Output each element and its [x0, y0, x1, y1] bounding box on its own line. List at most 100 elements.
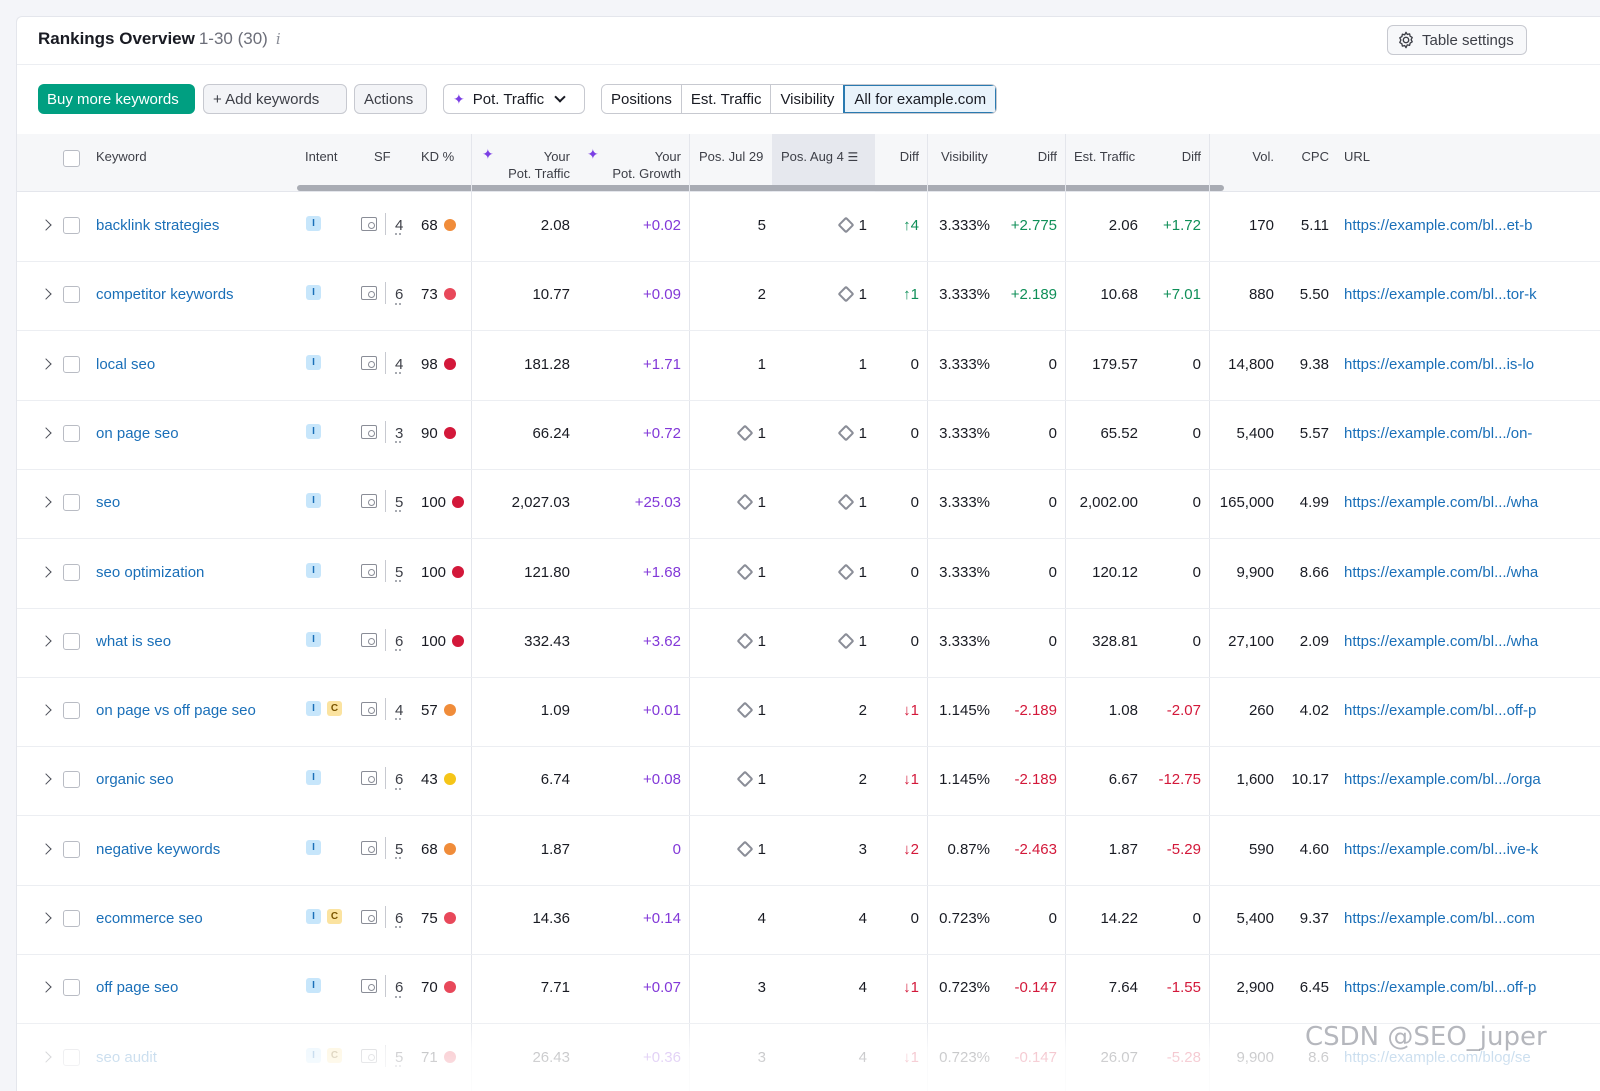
url-link[interactable]: https://example.com/bl.../wha [1344, 632, 1539, 650]
url-link[interactable]: https://example.com/bl.../on- [1344, 424, 1533, 442]
segment-all-for-domain[interactable]: All for example.com [843, 85, 997, 113]
sf-count[interactable]: 6 [395, 771, 404, 789]
serp-features-icon[interactable] [361, 1048, 377, 1063]
sf-count[interactable]: 5 [395, 494, 404, 512]
sf-count[interactable]: 5 [395, 563, 404, 581]
add-keywords-button[interactable]: + Add keywords [203, 84, 347, 114]
url-link[interactable]: https://example.com/bl...ive-k [1344, 840, 1539, 858]
keyword-link[interactable]: ecommerce seo [96, 910, 203, 927]
keyword-link[interactable]: seo audit [96, 1048, 157, 1066]
segment-visibility[interactable]: Visibility [771, 85, 845, 113]
sf-count[interactable]: 6 [395, 979, 404, 997]
serp-features-icon[interactable] [361, 632, 377, 647]
keyword-link[interactable]: local seo [96, 355, 156, 373]
url-link[interactable]: https://example.com/bl...is-lo [1344, 355, 1535, 373]
serp-features-icon[interactable] [361, 702, 377, 717]
buy-more-keywords-button[interactable]: Buy more keywords [38, 84, 195, 114]
sf-count[interactable]: 4 [395, 217, 404, 234]
col-pos-jul[interactable]: Pos. Jul 29 [699, 149, 764, 164]
row-checkbox[interactable] [63, 494, 80, 512]
col-intent[interactable]: Intent [305, 149, 338, 164]
table-settings-button[interactable]: Table settings [1387, 25, 1527, 55]
row-checkbox[interactable] [63, 632, 80, 650]
row-checkbox[interactable] [63, 979, 80, 997]
chevron-right-icon[interactable] [40, 496, 52, 508]
row-checkbox[interactable] [63, 286, 80, 304]
col-vol[interactable]: Vol. [1252, 149, 1274, 164]
col-pos-aug[interactable]: Pos. Aug 4 ☰ [781, 149, 859, 164]
url-link[interactable]: https://example.com/bl...off-p [1344, 702, 1537, 720]
row-checkbox[interactable] [63, 910, 80, 927]
chevron-right-icon[interactable] [40, 219, 52, 231]
keyword-link[interactable]: seo optimization [96, 563, 205, 581]
keyword-link[interactable]: seo [96, 494, 121, 512]
serp-features-icon[interactable] [361, 424, 377, 439]
segment-positions[interactable]: Positions [602, 85, 682, 113]
url-link[interactable]: https://example.com/bl...tor-k [1344, 286, 1537, 304]
sf-count[interactable]: 5 [395, 840, 404, 858]
serp-features-icon[interactable] [361, 494, 377, 509]
info-icon[interactable]: i [275, 30, 281, 48]
url-link[interactable]: https://example.com/bl...com [1344, 910, 1535, 927]
serp-features-icon[interactable] [361, 771, 377, 786]
serp-features-icon[interactable] [361, 910, 377, 924]
pot-traffic-dropdown[interactable]: ✦ Pot. Traffic [443, 84, 585, 114]
chevron-right-icon[interactable] [40, 1050, 52, 1063]
keyword-link[interactable]: on page seo [96, 424, 179, 442]
col-url[interactable]: URL [1344, 149, 1371, 164]
sf-count[interactable]: 6 [395, 286, 404, 304]
keyword-link[interactable]: what is seo [96, 632, 172, 650]
serp-features-icon[interactable] [361, 355, 377, 370]
url-link[interactable]: https://example.com/bl.../wha [1344, 563, 1539, 581]
row-checkbox[interactable] [63, 217, 80, 234]
keyword-link[interactable]: backlink strategies [96, 217, 220, 234]
row-checkbox[interactable] [63, 840, 80, 858]
chevron-right-icon[interactable] [40, 912, 52, 924]
url-link[interactable]: https://example.com/bl...et-b [1344, 217, 1533, 234]
serp-features-icon[interactable] [361, 840, 377, 855]
col-cpc[interactable]: CPC [1301, 149, 1329, 164]
sf-count[interactable]: 3 [395, 424, 404, 442]
chevron-right-icon[interactable] [40, 704, 52, 716]
col-visibility[interactable]: Visibility [941, 149, 988, 164]
row-checkbox[interactable] [63, 1048, 80, 1066]
segment-est-traffic[interactable]: Est. Traffic [681, 85, 772, 113]
row-checkbox[interactable] [63, 771, 80, 789]
chevron-right-icon[interactable] [40, 565, 52, 578]
keyword-link[interactable]: negative keywords [96, 840, 221, 858]
url-link[interactable]: https://example.com/bl.../orga [1344, 771, 1541, 789]
col-keyword[interactable]: Keyword [96, 149, 147, 164]
horizontal-scrollbar[interactable] [297, 185, 1224, 191]
col-pot-traffic[interactable]: Your Pot. Traffic [508, 149, 570, 181]
sf-count[interactable]: 5 [395, 1048, 404, 1066]
sf-count[interactable]: 6 [395, 632, 404, 650]
chevron-right-icon[interactable] [40, 773, 52, 786]
chevron-right-icon[interactable] [40, 427, 52, 439]
url-link[interactable]: https://example.com/bl...off-p [1344, 979, 1537, 997]
chevron-right-icon[interactable] [40, 843, 52, 855]
chevron-right-icon[interactable] [40, 981, 52, 993]
row-checkbox[interactable] [63, 424, 80, 442]
keyword-link[interactable]: competitor keywords [96, 286, 234, 304]
col-sf[interactable]: SF [374, 149, 391, 164]
chevron-right-icon[interactable] [40, 288, 52, 300]
chevron-right-icon[interactable] [40, 357, 52, 370]
keyword-link[interactable]: on page vs off page seo [96, 702, 256, 720]
row-checkbox[interactable] [63, 355, 80, 373]
serp-features-icon[interactable] [361, 286, 377, 301]
select-all-checkbox[interactable] [63, 150, 80, 167]
col-traffic-diff[interactable]: Diff [1181, 149, 1201, 164]
sf-count[interactable]: 4 [395, 702, 404, 720]
actions-button[interactable]: Actions [354, 84, 427, 114]
col-pot-growth[interactable]: Your Pot. Growth [612, 149, 681, 181]
keyword-link[interactable]: organic seo [96, 771, 174, 789]
col-est-traffic[interactable]: Est. Traffic [1074, 149, 1136, 164]
keyword-link[interactable]: off page seo [96, 979, 179, 997]
serp-features-icon[interactable] [361, 217, 377, 231]
serp-features-icon[interactable] [361, 563, 377, 578]
serp-features-icon[interactable] [361, 979, 377, 994]
row-checkbox[interactable] [63, 563, 80, 581]
sf-count[interactable]: 4 [395, 355, 404, 373]
col-diff[interactable]: Diff [899, 149, 919, 164]
col-vis-diff[interactable]: Diff [1037, 149, 1057, 164]
